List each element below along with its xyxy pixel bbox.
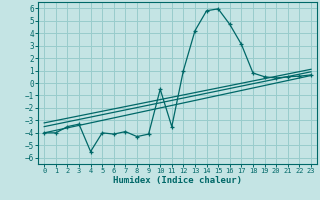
X-axis label: Humidex (Indice chaleur): Humidex (Indice chaleur) (113, 176, 242, 185)
